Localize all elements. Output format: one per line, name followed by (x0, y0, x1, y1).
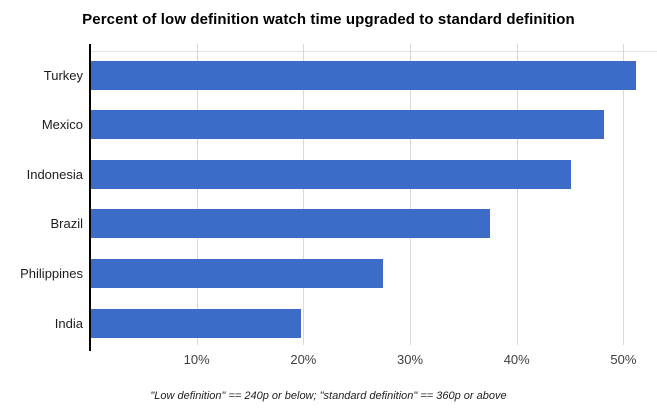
x-tick-label: 20% (290, 352, 317, 367)
category-label: Indonesia (26, 166, 83, 182)
bar-indonesia (91, 159, 572, 189)
category-label: Mexico (41, 117, 83, 133)
chart-title: Percent of low definition watch time upg… (82, 11, 575, 28)
footnote: "Low definition" == 240p or below; "stan… (150, 390, 507, 402)
bar-mexico (91, 110, 605, 140)
gridline (623, 44, 625, 345)
category-label: Philippines (20, 265, 83, 281)
category-label: Turkey (43, 67, 83, 83)
x-tick-label: 10% (183, 352, 210, 367)
gridline (196, 44, 198, 345)
bar-turkey (91, 60, 637, 90)
x-tick-label: 30% (397, 352, 424, 367)
bar-brazil (91, 209, 490, 239)
x-tick-label: 40% (503, 352, 530, 367)
y-axis-line (89, 44, 91, 351)
x-tick-label: 50% (610, 352, 637, 367)
gridline (410, 44, 412, 345)
bar-philippines (91, 258, 384, 288)
gridline (303, 44, 305, 345)
category-label: Brazil (50, 216, 83, 232)
bar-india (91, 308, 302, 338)
category-label: India (54, 315, 83, 331)
plot-top-border (90, 51, 657, 52)
gridline (516, 44, 518, 345)
